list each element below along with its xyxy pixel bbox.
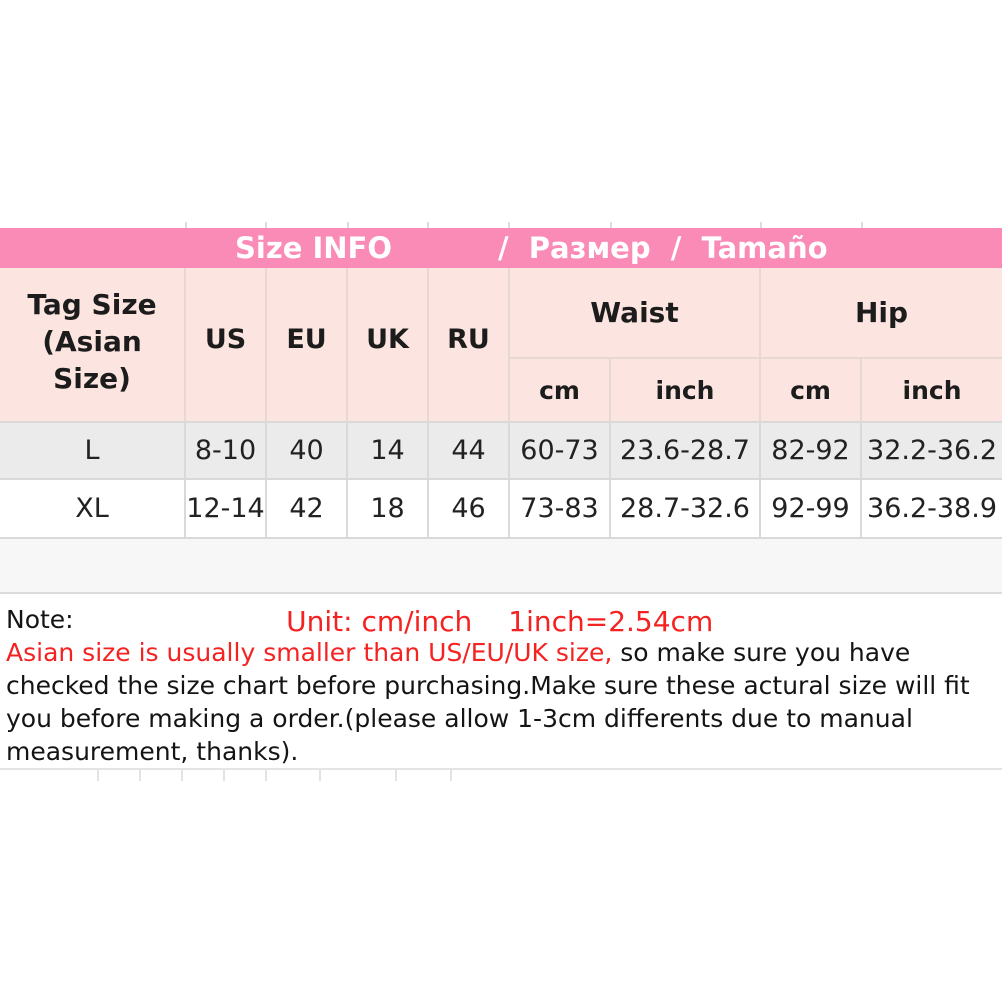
unit-conversion: 1inch=2.54cm (508, 605, 714, 638)
cell-waist-cm: 60-73 (508, 421, 611, 480)
cell-eu: 40 (265, 421, 348, 480)
title-translations: / Размер / Tamaño (498, 231, 828, 265)
top-whitespace (0, 0, 1002, 222)
header-tag-size-line1: Tag Size (27, 288, 157, 321)
cell-ru: 44 (427, 421, 510, 480)
unit-label: Unit: cm/inch (286, 605, 473, 638)
header-us: US (184, 268, 267, 423)
cell-ru: 46 (427, 478, 510, 539)
cell-eu: 42 (265, 478, 348, 539)
note-line-4: measurement, thanks). (6, 737, 299, 766)
cell-tag: XL (0, 478, 186, 539)
note-label: Note: (6, 605, 74, 634)
header-tag-size-line3: Size) (53, 362, 131, 395)
unit-note-row: Unit: cm/inch 1inch=2.54cm (0, 539, 1002, 638)
header-tag-size-line2: (Asian (42, 325, 142, 358)
table-top-border-strip (0, 222, 1002, 228)
cell-us: 8-10 (184, 421, 267, 480)
cell-tag: L (0, 421, 186, 480)
cell-hip-inch: 32.2-36.2 (859, 421, 1002, 480)
header-row-units: cm inch cm inch (0, 357, 1002, 423)
cell-hip-inch: 36.2-38.9 (859, 478, 1002, 539)
table-row-xl: XL 12-14 42 18 46 73-83 28.7-32.6 92-99 … (0, 478, 1002, 539)
header-uk: UK (346, 268, 429, 423)
header-hip-cm: cm (759, 357, 862, 423)
note-section: Note: Asian size is usually smaller than… (0, 594, 1002, 768)
note-line-1-black: so make sure you have (612, 638, 911, 667)
header-tag-size: Tag Size (Asian Size) (0, 268, 186, 423)
cell-waist-inch: 23.6-28.7 (609, 421, 761, 480)
header-waist: Waist (508, 268, 761, 359)
cell-us: 12-14 (184, 478, 267, 539)
cell-hip-cm: 92-99 (759, 478, 862, 539)
header-ru: RU (427, 268, 510, 423)
bottom-border-strip (0, 768, 1002, 782)
cell-hip-cm: 82-92 (759, 421, 862, 480)
header-hip: Hip (758, 268, 1002, 359)
size-table: Tag Size (Asian Size) US EU UK RU Waist … (0, 268, 1002, 539)
note-line-2: checked the size chart before purchasing… (6, 671, 970, 700)
header-waist-inch: inch (609, 357, 761, 423)
header-waist-cm: cm (509, 357, 611, 423)
header-hip-inch: inch (859, 357, 1002, 423)
cell-waist-cm: 73-83 (508, 478, 611, 539)
cell-uk: 18 (346, 478, 429, 539)
cell-uk: 14 (346, 421, 429, 480)
note-red-text: Asian size is usually smaller than US/EU… (6, 638, 613, 667)
cell-waist-inch: 28.7-32.6 (609, 478, 761, 539)
title-bar: Size INFO / Размер / Tamaño (0, 228, 1002, 268)
title-size-info: Size INFO (235, 231, 392, 265)
note-line-3: you before making a order.(please allow … (6, 704, 913, 733)
header-eu: EU (265, 268, 348, 423)
note-line-1: Asian size is usually smaller than US/EU… (6, 636, 994, 669)
header-row-groups: Tag Size (Asian Size) US EU UK RU Waist … (0, 268, 1002, 423)
table-row-l: L 8-10 40 14 44 60-73 23.6-28.7 82-92 32… (0, 421, 1002, 480)
